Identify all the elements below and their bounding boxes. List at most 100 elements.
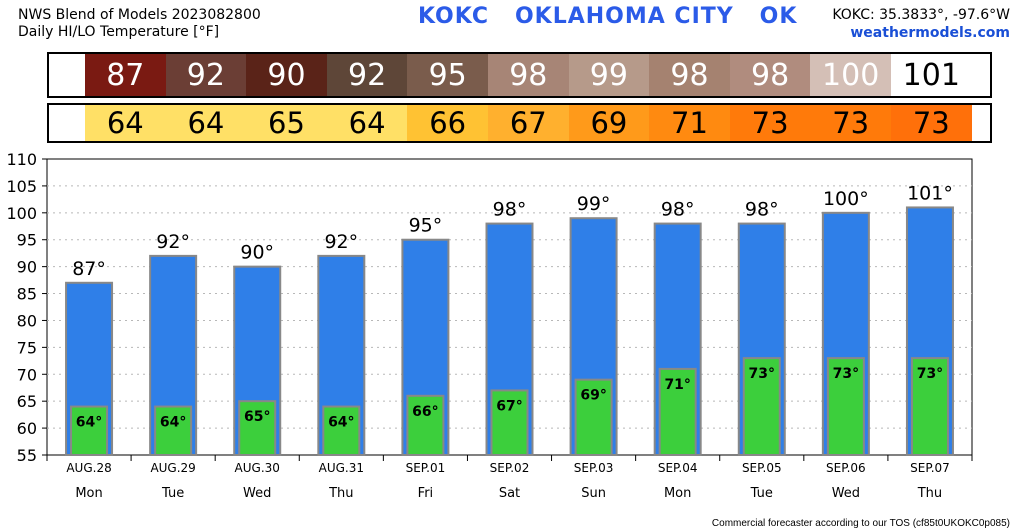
x-day-label: Tue	[161, 486, 184, 501]
low-temp-bar	[406, 394, 445, 456]
high-temp-cell: 92	[326, 54, 408, 96]
low-temperature-strip: 64 64 65 64 66 67 69 71 73 73 73	[47, 103, 992, 143]
high-temp-bar	[821, 211, 870, 456]
x-day-label: Sat	[499, 486, 520, 501]
high-temp-bar	[401, 238, 450, 456]
low-temp-cell: 67	[488, 105, 569, 141]
high-temp-bar	[737, 222, 786, 456]
high-temp-cell: 101	[891, 54, 972, 96]
high-temp-cell: 87	[85, 54, 166, 96]
station-title: KOKC OKLAHOMA CITY OK	[418, 4, 798, 29]
x-date-label: SEP.03	[574, 461, 614, 475]
high-temp-bar	[653, 222, 702, 456]
low-temp-cell: 64	[326, 105, 408, 141]
high-temp-bar	[149, 254, 198, 456]
station-coords: KOKC: 35.3833°, -97.6°W	[832, 7, 1010, 23]
high-temp-cell: 98	[729, 54, 811, 96]
high-temp-label: 87°	[72, 258, 106, 280]
low-temp-label: 65°	[244, 409, 270, 425]
x-date-label: SEP.04	[658, 461, 698, 475]
high-temp-label: 92°	[324, 231, 358, 253]
low-temp-cell: 66	[407, 105, 488, 141]
high-temp-label: 98°	[661, 199, 695, 221]
high-temp-label: 101°	[907, 182, 953, 204]
low-temp-label: 66°	[412, 404, 438, 420]
y-tick-label: 110	[6, 150, 37, 169]
high-temp-bar	[233, 265, 282, 456]
x-date-label: AUG.31	[319, 461, 364, 475]
y-tick-label: 90	[17, 258, 37, 277]
low-temp-bar	[910, 357, 949, 456]
y-tick-label: 75	[17, 338, 37, 357]
low-temp-cell: 64	[85, 105, 166, 141]
low-temp-bar	[574, 378, 613, 456]
low-temp-cell: 71	[649, 105, 730, 141]
low-temp-label: 69°	[580, 388, 606, 404]
y-tick-label: 65	[17, 392, 37, 411]
x-date-label: SEP.02	[490, 461, 530, 475]
x-day-label: Fri	[418, 486, 434, 501]
high-temp-label: 90°	[240, 242, 274, 264]
low-temp-bar	[742, 357, 781, 456]
low-temp-label: 71°	[664, 377, 690, 393]
low-temp-cell: 73	[891, 105, 972, 141]
high-temp-bar	[569, 217, 618, 456]
site-link[interactable]: weathermodels.com	[850, 25, 1010, 41]
x-date-label: AUG.29	[150, 461, 195, 475]
x-date-label: AUG.30	[235, 461, 280, 475]
y-tick-label: 80	[17, 311, 37, 330]
low-temp-label: 64°	[76, 415, 102, 431]
x-day-label: Sun	[581, 486, 606, 501]
x-date-label: SEP.07	[910, 461, 950, 475]
low-temp-cell: 65	[246, 105, 327, 141]
low-temp-bar	[826, 357, 865, 456]
chart-subtitle: Daily HI/LO Temperature [°F]	[18, 24, 220, 40]
low-temp-cell: 73	[729, 105, 811, 141]
x-date-label: AUG.28	[66, 461, 111, 475]
high-temp-label: 95°	[409, 215, 443, 237]
y-tick-label: 100	[6, 204, 37, 223]
low-temp-cell: 73	[810, 105, 891, 141]
low-temp-label: 67°	[496, 398, 522, 414]
low-temp-bar	[490, 389, 529, 456]
footer-note: Commercial forecaster according to our T…	[711, 518, 1010, 529]
low-temp-label: 64°	[328, 415, 354, 431]
x-day-label: Mon	[664, 486, 691, 501]
low-temp-label: 73°	[917, 366, 943, 382]
high-temp-cell: 99	[568, 54, 650, 96]
high-temp-label: 99°	[577, 193, 611, 215]
x-day-label: Wed	[243, 486, 271, 501]
y-tick-label: 70	[17, 365, 37, 384]
low-temp-bar	[658, 367, 697, 456]
x-day-label: Thu	[328, 486, 353, 501]
high-temp-cell: 95	[407, 54, 488, 96]
low-temp-bar	[70, 405, 109, 456]
low-temp-cell: 64	[165, 105, 247, 141]
high-temp-cell: 92	[165, 54, 247, 96]
low-temp-label: 73°	[833, 366, 859, 382]
high-temp-cell: 98	[649, 54, 730, 96]
y-tick-label: 105	[6, 177, 37, 196]
low-temp-label: 73°	[749, 366, 775, 382]
y-tick-label: 85	[17, 285, 37, 304]
high-temp-cell: 90	[246, 54, 327, 96]
high-temp-cell: 98	[488, 54, 569, 96]
high-temp-bar	[905, 206, 954, 456]
low-temp-cell: 69	[568, 105, 650, 141]
x-day-label: Wed	[832, 486, 860, 501]
high-temp-bar	[65, 281, 114, 457]
plot-area	[46, 158, 973, 456]
x-day-label: Tue	[750, 486, 773, 501]
x-date-label: SEP.05	[742, 461, 782, 475]
y-tick-label: 55	[17, 446, 37, 465]
high-temp-label: 100°	[823, 188, 869, 210]
high-temp-bar	[485, 222, 534, 456]
high-temp-cell: 100	[810, 54, 891, 96]
y-tick-label: 95	[17, 231, 37, 250]
high-temp-label: 92°	[156, 231, 190, 253]
y-tick-label: 60	[17, 419, 37, 438]
high-temperature-strip: 87 92 90 92 95 98 99 98 98 100 101	[47, 52, 992, 98]
x-day-label: Thu	[917, 486, 942, 501]
x-day-label: Mon	[75, 486, 102, 501]
low-temp-label: 64°	[160, 415, 186, 431]
